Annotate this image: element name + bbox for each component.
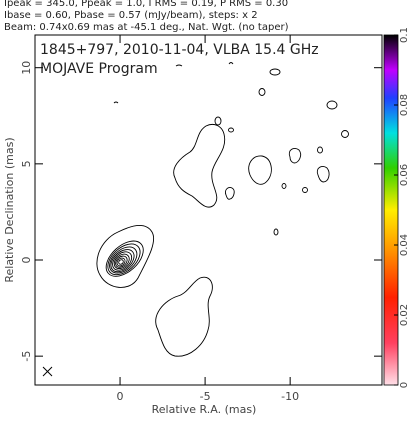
colorbar-tick-label: 0.04 [399,234,409,256]
chart-title: 1845+797, 2010-11-04, VLBA 15.4 GHz [40,42,319,58]
plot-frame [34,34,383,386]
colorbar-tick-label: 0 [399,382,409,388]
x-axis-label: Relative R.A. (mas) [152,403,257,416]
colorbar-tick-label: 0.02 [399,304,409,326]
y-tick-label: 5 [20,160,33,167]
y-axis-label: Relative Declination (mas) [3,137,16,282]
header-line: Ipeak = 345.0, Ppeak = 1.0, I RMS = 0.19… [4,0,288,9]
y-tick-label: 10 [20,61,33,75]
header-line: Beam: 0.74x0.69 mas at -45.1 deg., Nat. … [4,22,289,33]
y-tick-label: 0 [20,257,33,264]
colorbar-tick-label: 0.1 [399,27,409,43]
x-tick-label: 0 [117,390,124,403]
colorbar-tick-label: 0.08 [399,94,409,116]
y-tick-label: -5 [20,351,33,362]
colorbar-tick-label: 0.06 [399,164,409,186]
header-line: Ibase = 0.60, Pbase = 0.57 (mJy/beam), s… [4,10,258,21]
colorbar [383,34,399,386]
beam [42,366,53,377]
chart-subtitle: MOJAVE Program [40,61,158,77]
contours [96,62,349,357]
x-tick-label: -5 [200,390,211,403]
x-tick-label: -10 [281,390,299,403]
